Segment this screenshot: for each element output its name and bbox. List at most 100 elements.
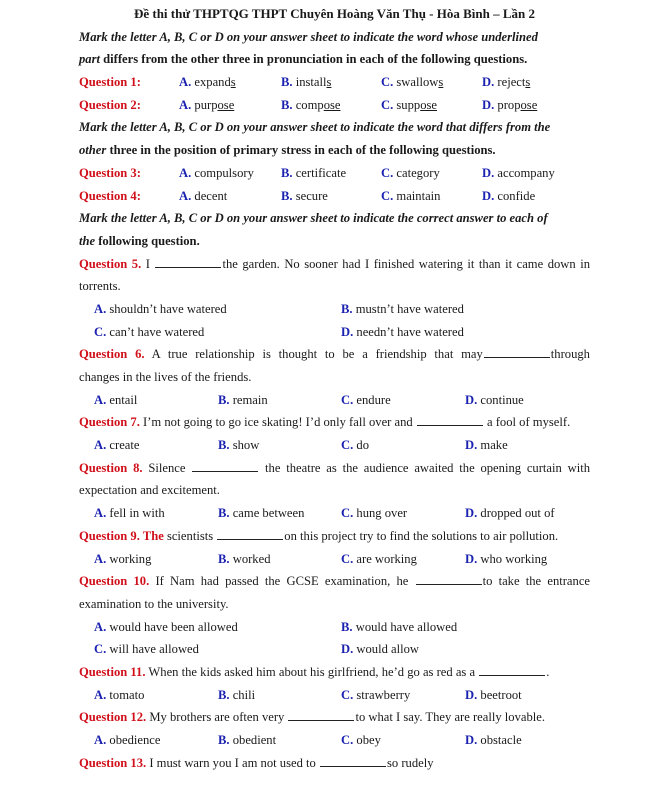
option: C. suppose bbox=[381, 94, 437, 117]
option-underlined-part: ose bbox=[323, 97, 341, 112]
option-b[interactable]: B. came between bbox=[218, 502, 304, 525]
option-c[interactable]: C. hung over bbox=[341, 502, 407, 525]
option-underlined-part: s bbox=[230, 75, 236, 90]
option-b[interactable]: B. would have allowed bbox=[341, 616, 457, 639]
option-a[interactable]: A. shouldn’t have watered bbox=[94, 298, 227, 321]
option-text: tomato bbox=[109, 687, 145, 702]
options-row: A. tomato B. chili C. strawberry D. beetroo… bbox=[79, 684, 590, 707]
instruction-italic: part bbox=[79, 52, 100, 67]
option: D. rejects bbox=[482, 71, 530, 94]
option-text: beetroot bbox=[480, 687, 522, 702]
question-row: Question 1: A. expands B. installs C. swall… bbox=[79, 71, 590, 94]
instruction-text: differs from the other three in pronunci… bbox=[100, 52, 528, 67]
option-letter: D. bbox=[482, 75, 495, 90]
option-b[interactable]: B. worked bbox=[218, 548, 271, 571]
question-text: When the kids asked him about his girlfr… bbox=[145, 664, 479, 679]
question-stem: Question 7. I’m not going to go ice skat… bbox=[79, 411, 590, 434]
option-a[interactable]: A. working bbox=[94, 548, 151, 571]
option-text: would have been allowed bbox=[109, 619, 238, 634]
question-text: . bbox=[546, 664, 550, 679]
instruction-italic: other bbox=[79, 143, 107, 158]
option-underlined-part: s bbox=[525, 75, 531, 90]
answer-blank bbox=[288, 707, 355, 722]
option-stem: comp bbox=[295, 97, 324, 112]
option-letter: B. bbox=[281, 97, 293, 112]
question-label: Question 12. bbox=[79, 710, 147, 725]
option-d[interactable]: D. would allow bbox=[341, 638, 419, 661]
option-c[interactable]: C. are working bbox=[341, 548, 417, 571]
question-stem-continued: examination to the university. bbox=[79, 593, 590, 616]
option-letter: D. bbox=[465, 551, 478, 566]
option-a[interactable]: A. tomato bbox=[94, 684, 144, 707]
option-letter: C. bbox=[381, 188, 394, 203]
instruction-line: Mark the letter A, B, C or D on your ans… bbox=[79, 116, 590, 139]
option-text: do bbox=[356, 438, 369, 453]
question-label: Question 8. bbox=[79, 460, 143, 475]
option-d[interactable]: D. beetroot bbox=[465, 684, 522, 707]
option-b[interactable]: B. mustn’t have watered bbox=[341, 298, 464, 321]
option-letter: B. bbox=[281, 165, 293, 180]
question-text: through bbox=[550, 347, 590, 362]
option-underlined-part: ose bbox=[217, 97, 235, 112]
option-text: compulsory bbox=[194, 165, 254, 180]
question-label: Question 11. bbox=[79, 664, 146, 679]
option-text: came between bbox=[232, 506, 305, 521]
option-d[interactable]: D. continue bbox=[465, 389, 524, 412]
option-text: obedience bbox=[109, 733, 161, 747]
option-letter: C. bbox=[341, 392, 354, 407]
option-letter: D. bbox=[465, 687, 478, 702]
option-a[interactable]: A. create bbox=[94, 434, 139, 457]
option-letter: D. bbox=[465, 506, 478, 521]
option-text: hung over bbox=[356, 506, 408, 521]
instruction-line: part differs from the other three in pro… bbox=[79, 48, 590, 71]
option: D. propose bbox=[482, 94, 537, 117]
answer-blank bbox=[416, 412, 483, 427]
option-d[interactable]: D. who working bbox=[465, 548, 547, 571]
option-b[interactable]: B. show bbox=[218, 434, 259, 457]
option-d[interactable]: D. dropped out of bbox=[465, 502, 555, 525]
option-c[interactable]: C. do bbox=[341, 434, 369, 457]
option: D. confide bbox=[482, 185, 535, 208]
answer-blank bbox=[483, 344, 550, 359]
instruction-text: Mark the letter A, B, C or D on your ans… bbox=[79, 120, 551, 135]
option: D. accompany bbox=[482, 162, 555, 185]
option-c[interactable]: C. obey bbox=[341, 729, 381, 752]
option-letter: A. bbox=[94, 733, 107, 747]
question-text: Silence bbox=[142, 460, 192, 475]
instruction-text: following question. bbox=[95, 233, 200, 248]
question-label: Question 13. bbox=[79, 755, 147, 770]
option-text: make bbox=[480, 438, 508, 453]
option-a[interactable]: A. would have been allowed bbox=[94, 616, 238, 639]
option-c[interactable]: C. will have allowed bbox=[94, 638, 199, 661]
options-row: A. obedience B. obedient C. obey D. obstacl… bbox=[79, 729, 590, 752]
option-b[interactable]: B. remain bbox=[218, 389, 268, 412]
options-row: C. will have allowed D. would allow bbox=[79, 638, 590, 661]
question-stem-continued: changes in the lives of the friends. bbox=[79, 366, 590, 389]
question-text: I’m not going to go ice skating! I’d onl… bbox=[139, 415, 416, 430]
question-stem: Question 9. The scientists on this proje… bbox=[79, 525, 590, 548]
option-letter: D. bbox=[465, 733, 478, 747]
option-d[interactable]: D. make bbox=[465, 434, 508, 457]
option-a[interactable]: A. fell in with bbox=[94, 502, 165, 525]
option-c[interactable]: C. can’t have watered bbox=[94, 321, 204, 344]
option-text: accompany bbox=[497, 165, 555, 180]
question-text-continued: changes in the lives of the friends. bbox=[79, 370, 252, 384]
option: B. secure bbox=[281, 185, 328, 208]
option-text: decent bbox=[194, 188, 228, 203]
option-a[interactable]: A. obedience bbox=[94, 729, 160, 752]
question-text-continued: examination to the university. bbox=[79, 596, 229, 611]
option-letter: A. bbox=[94, 687, 107, 702]
option-c[interactable]: C. strawberry bbox=[341, 684, 410, 707]
option-a[interactable]: A. entail bbox=[94, 389, 137, 412]
option-stem: purp bbox=[194, 97, 218, 112]
option-d[interactable]: D. needn’t have watered bbox=[341, 321, 464, 344]
option-text: certificate bbox=[295, 165, 347, 180]
option-b[interactable]: B. chili bbox=[218, 684, 255, 707]
option-d[interactable]: D. obstacle bbox=[465, 729, 522, 752]
question-label: Question 5. bbox=[79, 256, 142, 271]
option-letter: A. bbox=[179, 188, 192, 203]
option-c[interactable]: C. endure bbox=[341, 389, 391, 412]
option-b[interactable]: B. obedient bbox=[218, 729, 276, 752]
option-letter: C. bbox=[381, 75, 394, 90]
question-stem: Question 5. I the garden. No sooner had … bbox=[79, 253, 590, 276]
